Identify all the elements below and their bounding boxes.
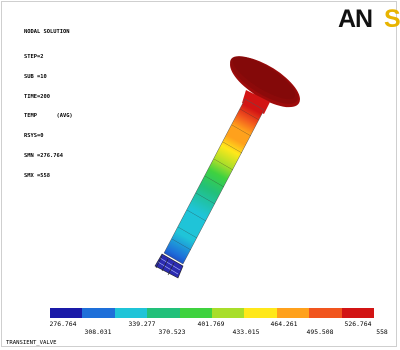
ansys-logo: AN SYS: [338, 6, 400, 32]
info-time: TIME=200: [24, 93, 50, 100]
stem-mesh-lines: [171, 108, 260, 251]
info-step: STEP=2: [24, 53, 44, 60]
valve-neck: [242, 90, 270, 114]
solution-info-block: NODAL SOLUTION STEP=2 SUB =10 TIME=200 T…: [24, 16, 73, 192]
legend-label-bottom-3: 433.015: [232, 328, 260, 336]
valve-stem: [163, 98, 265, 265]
legend-label-bottom-5: 558: [376, 328, 388, 336]
valve-contour-plot: [154, 56, 300, 279]
legend-swatch-3: [114, 308, 148, 318]
valve-head: [230, 56, 300, 108]
legend-swatch-4: [147, 308, 180, 318]
info-temp: TEMP (AVG): [24, 113, 73, 120]
info-rsys: RSYS=0: [24, 133, 44, 140]
solution-title: NODAL SOLUTION: [24, 29, 70, 36]
legend-swatch-8: [276, 308, 310, 318]
legend-label-bottom-4: 495.508: [306, 328, 334, 336]
info-smx: SMX =558: [24, 172, 50, 179]
legend-label-top-1: 276.764: [49, 320, 77, 328]
legend-swatch-7: [244, 308, 277, 318]
legend-swatch-6: [212, 308, 245, 318]
legend-label-top-3: 401.769: [197, 320, 225, 328]
contour-legend-bar: [50, 308, 375, 318]
legend-label-top-4: 464.261: [270, 320, 298, 328]
logo-text-sys: SYS: [384, 6, 400, 32]
legend-label-top-5: 526.764: [344, 320, 372, 328]
legend-swatch-2: [82, 308, 115, 318]
legend-swatch-5: [179, 308, 213, 318]
model-name-label: TRANSIENT_VALVE: [6, 340, 57, 346]
legend-swatch-1: [50, 308, 83, 318]
legend-label-bottom-1: 308.031: [84, 328, 112, 336]
valve-stem-tip: [154, 253, 184, 279]
legend-swatch-9: [309, 308, 342, 318]
logo-text-an: AN: [338, 6, 373, 32]
legend-swatch-10: [341, 308, 375, 318]
legend-label-bottom-2: 370.523: [158, 328, 186, 336]
legend-label-top-2: 339.277: [128, 320, 156, 328]
info-smn: SMN =276.764: [24, 152, 63, 159]
info-sub: SUB =10: [24, 73, 47, 80]
